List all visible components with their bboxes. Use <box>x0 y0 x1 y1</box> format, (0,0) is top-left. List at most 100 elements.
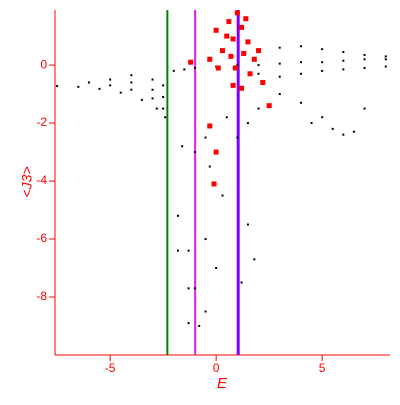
point <box>299 45 302 48</box>
point <box>213 149 219 155</box>
point <box>221 194 224 197</box>
point <box>239 85 245 91</box>
point <box>278 93 281 96</box>
point <box>232 65 238 71</box>
point <box>211 181 217 187</box>
x-tick-label: 5 <box>319 361 326 375</box>
point <box>245 39 251 45</box>
y-axis-label: <J3> <box>19 166 35 197</box>
point <box>208 165 211 168</box>
point <box>109 84 112 87</box>
point <box>187 322 190 325</box>
point <box>266 103 272 109</box>
point <box>230 36 236 42</box>
point <box>181 145 184 148</box>
point <box>109 78 112 81</box>
point <box>240 281 243 284</box>
point <box>220 48 225 54</box>
point <box>246 223 249 226</box>
point <box>130 81 133 84</box>
point <box>342 59 345 62</box>
point <box>253 258 256 261</box>
point <box>151 97 154 100</box>
x-axis-label: E <box>217 375 228 392</box>
x-tick-label: -5 <box>105 361 116 375</box>
point <box>176 249 179 252</box>
point <box>226 19 232 25</box>
point <box>352 130 355 133</box>
point <box>278 75 281 78</box>
point <box>225 116 228 119</box>
point <box>193 151 196 154</box>
point <box>77 85 80 88</box>
point <box>204 136 207 139</box>
point <box>119 91 122 94</box>
point <box>246 122 249 125</box>
point <box>363 66 366 69</box>
y-tick-label: -6 <box>36 231 47 245</box>
point <box>183 68 186 71</box>
point <box>299 101 302 104</box>
point <box>215 267 218 270</box>
point <box>228 53 234 59</box>
point <box>224 33 230 39</box>
point <box>187 287 190 290</box>
point <box>204 238 207 241</box>
point <box>198 325 201 328</box>
point <box>384 55 387 58</box>
point <box>321 48 324 51</box>
point <box>239 24 245 30</box>
point <box>321 69 324 72</box>
point <box>278 46 281 49</box>
point <box>204 310 207 313</box>
point <box>342 51 345 54</box>
point <box>247 71 253 77</box>
point <box>363 107 366 110</box>
y-tick-label: -8 <box>36 289 47 303</box>
point <box>215 65 221 71</box>
point <box>278 62 281 65</box>
point <box>207 123 213 129</box>
point <box>230 82 236 88</box>
point <box>342 68 345 71</box>
point <box>56 84 59 87</box>
point <box>162 95 165 98</box>
point <box>193 66 196 69</box>
point <box>384 65 387 68</box>
point <box>207 56 213 62</box>
point <box>98 87 101 90</box>
point <box>321 116 324 119</box>
point <box>187 249 190 252</box>
point <box>257 64 260 67</box>
point <box>188 59 194 65</box>
point <box>162 84 165 87</box>
point <box>257 107 260 110</box>
point <box>87 81 90 84</box>
point <box>213 27 219 33</box>
point <box>257 72 260 75</box>
point <box>164 116 167 119</box>
point <box>299 61 302 64</box>
point <box>256 48 262 54</box>
point <box>172 69 175 72</box>
y-tick-label: 0 <box>40 57 47 71</box>
point <box>140 98 143 101</box>
point <box>321 61 324 64</box>
point <box>299 72 302 75</box>
point <box>193 287 196 290</box>
point <box>241 50 247 56</box>
x-tick-label: 0 <box>213 361 220 375</box>
point <box>310 122 313 125</box>
point <box>236 64 239 67</box>
y-tick-label: -4 <box>36 173 47 187</box>
point <box>236 136 239 139</box>
point <box>243 16 249 22</box>
point <box>363 53 366 56</box>
point <box>331 127 334 130</box>
point <box>151 88 154 91</box>
point <box>251 56 257 62</box>
point <box>130 74 133 77</box>
point <box>176 214 179 217</box>
point <box>162 107 165 110</box>
